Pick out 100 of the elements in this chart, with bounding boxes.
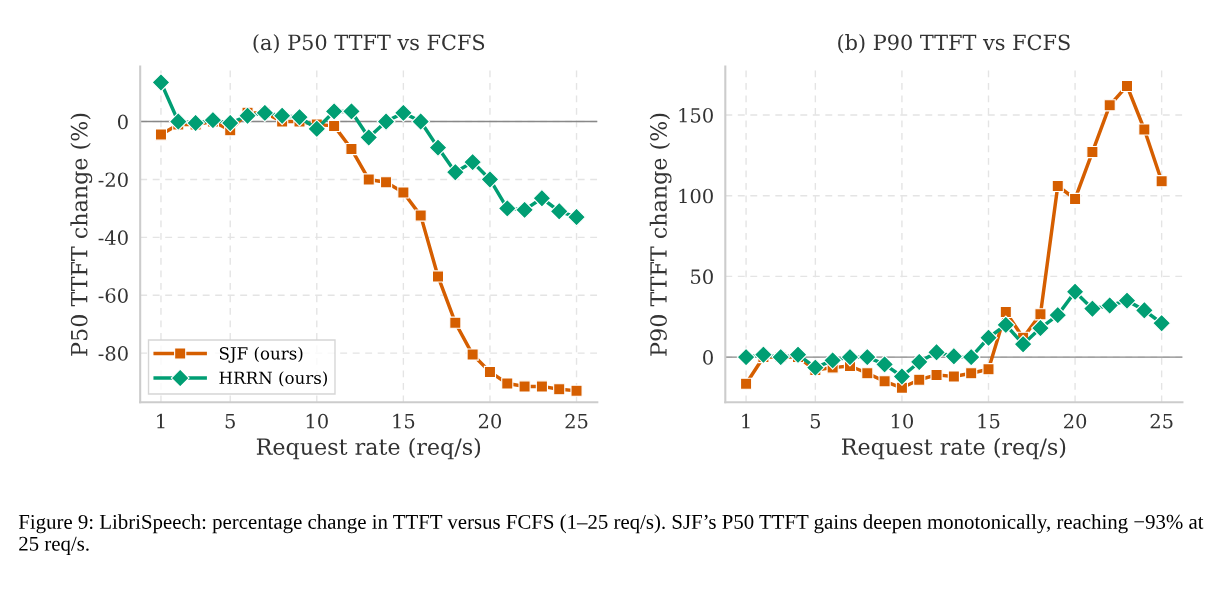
point bbox=[414, 209, 427, 222]
point bbox=[927, 342, 946, 362]
point bbox=[947, 370, 960, 383]
x-tick-label: 5 bbox=[225, 414, 235, 429]
point bbox=[154, 128, 168, 141]
legend-label: SJF (ours) bbox=[219, 346, 303, 363]
point bbox=[944, 346, 964, 366]
point bbox=[379, 176, 393, 189]
point bbox=[238, 106, 257, 126]
y-axis-title: P50 TTFT change (%) bbox=[70, 113, 93, 356]
x-tick-label: 15 bbox=[393, 413, 415, 429]
point bbox=[428, 138, 448, 157]
x-tick-label: 1 bbox=[157, 413, 165, 429]
point bbox=[979, 328, 998, 348]
point bbox=[532, 188, 552, 208]
point bbox=[203, 110, 223, 130]
point bbox=[999, 305, 1012, 319]
point bbox=[567, 207, 586, 227]
legend-label: HRRN (ours) bbox=[219, 371, 328, 387]
point bbox=[480, 170, 500, 189]
y-tick-label: 50 bbox=[691, 269, 713, 285]
point bbox=[463, 152, 483, 172]
point bbox=[570, 384, 583, 397]
y-tick-label: 150 bbox=[679, 107, 713, 123]
point bbox=[220, 113, 240, 133]
point bbox=[1086, 145, 1099, 159]
point bbox=[875, 354, 894, 374]
y-tick-label: -20 bbox=[98, 172, 128, 188]
point bbox=[1013, 334, 1033, 354]
y-tick-label: 100 bbox=[679, 188, 713, 204]
point bbox=[1065, 282, 1085, 302]
x-tick-label: 10 bbox=[891, 413, 913, 429]
point bbox=[1048, 305, 1068, 325]
point bbox=[553, 383, 566, 396]
point bbox=[1155, 175, 1168, 188]
x-tick-label: 20 bbox=[1064, 413, 1087, 429]
point bbox=[342, 102, 361, 121]
point bbox=[736, 347, 756, 367]
y-tick-label: -60 bbox=[98, 288, 128, 303]
point bbox=[1103, 99, 1116, 112]
point bbox=[186, 113, 205, 133]
point bbox=[151, 73, 171, 92]
x-tick-label: 10 bbox=[306, 413, 328, 429]
x-tick-label: 1 bbox=[742, 413, 750, 429]
point bbox=[961, 347, 981, 367]
point bbox=[518, 380, 531, 393]
point bbox=[272, 106, 292, 126]
point bbox=[1031, 318, 1050, 338]
chart-title: (b) P90 TTFT vs FCFS bbox=[838, 34, 1070, 54]
point bbox=[754, 345, 773, 365]
point bbox=[982, 363, 995, 376]
y-tick-label: -40 bbox=[98, 230, 128, 245]
point bbox=[549, 201, 569, 221]
point bbox=[376, 112, 396, 131]
point bbox=[878, 375, 891, 388]
point bbox=[328, 119, 341, 133]
x-tick-label: 20 bbox=[478, 413, 502, 429]
point bbox=[466, 348, 479, 361]
point bbox=[1117, 291, 1137, 311]
point bbox=[965, 367, 978, 380]
x-axis-title: Request rate (req/s) bbox=[256, 437, 481, 460]
point bbox=[483, 365, 497, 379]
point bbox=[996, 315, 1016, 335]
point bbox=[1134, 300, 1154, 320]
point bbox=[840, 347, 860, 367]
point bbox=[449, 316, 462, 329]
point bbox=[1034, 308, 1047, 321]
point bbox=[1120, 79, 1134, 93]
point bbox=[909, 352, 929, 372]
point bbox=[362, 173, 375, 186]
point bbox=[1051, 179, 1064, 193]
x-tick-label: 5 bbox=[810, 414, 821, 429]
point bbox=[771, 347, 791, 367]
y-tick-label: -80 bbox=[98, 346, 128, 361]
x-tick-label: 25 bbox=[565, 413, 588, 429]
point bbox=[255, 103, 275, 123]
chart-title: (a) P50 TTFT vs FCFS bbox=[253, 34, 485, 54]
point bbox=[397, 186, 410, 199]
point bbox=[345, 142, 358, 156]
point bbox=[411, 112, 431, 131]
point bbox=[1138, 123, 1151, 136]
point bbox=[290, 107, 309, 127]
point bbox=[1152, 313, 1172, 333]
point bbox=[431, 270, 445, 283]
caption: Figure 9: LibriSpeech: percentage change in TTFT versus FCFS (1–25 req/s). SJF’s P50 TTFT gains deepen monotonically, reaching −93% at 25 req/s. bbox=[18, 514, 1204, 555]
point bbox=[515, 200, 534, 220]
point bbox=[307, 119, 327, 139]
point bbox=[1082, 299, 1102, 319]
point bbox=[501, 377, 514, 390]
point bbox=[535, 380, 549, 393]
point bbox=[823, 350, 843, 370]
x-tick-label: 15 bbox=[978, 413, 1000, 429]
point bbox=[359, 128, 379, 147]
point bbox=[168, 112, 188, 131]
y-tick-label: 0 bbox=[703, 350, 713, 365]
x-axis-title: Request rate (req/s) bbox=[841, 437, 1066, 460]
point bbox=[930, 368, 943, 381]
point bbox=[1100, 296, 1120, 315]
point bbox=[445, 162, 465, 182]
point bbox=[861, 367, 874, 380]
